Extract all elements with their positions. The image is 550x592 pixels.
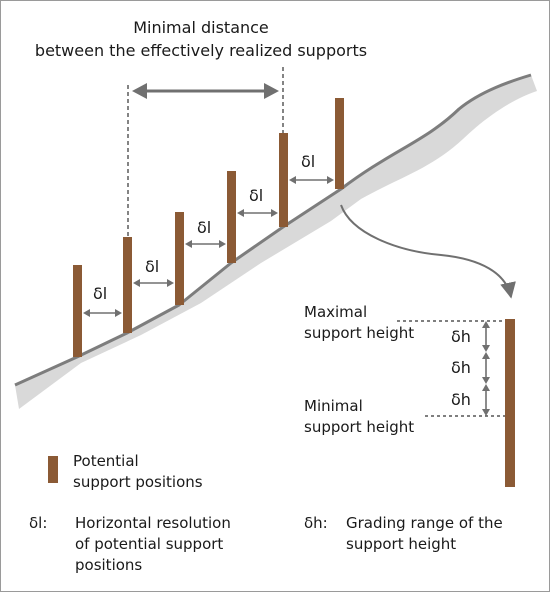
support-post: [175, 212, 184, 305]
legend-dh-symbol: δh:: [304, 514, 328, 532]
label-line: Maximal: [304, 303, 368, 321]
label-line: positions: [75, 556, 143, 574]
label-line: support height: [304, 418, 415, 436]
minimal-distance-title: Minimal distance between the effectively…: [1, 16, 401, 62]
support-post: [335, 98, 344, 189]
height-arrow: [482, 384, 490, 416]
title-line: Minimal distance: [133, 18, 269, 37]
height-step-label: δh: [451, 358, 471, 377]
legend-post-label: Potential support positions: [73, 451, 203, 493]
spacing-arrow: [237, 209, 278, 217]
support-post: [73, 265, 82, 357]
label-line: Potential: [73, 452, 139, 470]
spacing-arrows: [83, 176, 334, 317]
legend-dl-description: Horizontal resolution of potential suppo…: [75, 513, 231, 576]
height-step-label: δh: [451, 390, 471, 409]
height-arrow: [482, 352, 490, 384]
spacing-label: δl: [301, 152, 315, 171]
minimal-distance-arrow: [132, 83, 279, 99]
detail-post: [505, 319, 515, 487]
spacing-label: δl: [197, 218, 211, 237]
spacing-label: δl: [145, 257, 159, 276]
min-support-height-label: Minimal support height: [304, 396, 414, 438]
height-step-label: δh: [451, 327, 471, 346]
support-post: [279, 133, 288, 227]
label-line: support positions: [73, 473, 203, 491]
support-post: [123, 237, 132, 333]
label-line: Horizontal resolution: [75, 514, 231, 532]
height-arrow: [482, 321, 490, 352]
legend-post-swatch: [48, 456, 58, 483]
label-line: Grading range of the: [346, 514, 503, 532]
spacing-arrow: [289, 176, 334, 184]
legend-dh-description: Grading range of the support height: [346, 513, 503, 555]
spacing-arrow: [133, 279, 174, 287]
label-line: of potential support: [75, 535, 224, 553]
label-line: support height: [304, 324, 415, 342]
spacing-arrow: [185, 240, 226, 248]
spacing-label: δl: [93, 284, 107, 303]
title-line: between the effectively realized support…: [34, 41, 368, 60]
detail-pointer-arrow: [340, 204, 516, 299]
label-line: Minimal: [304, 397, 363, 415]
max-support-height-label: Maximal support height: [304, 302, 414, 344]
terrain-slope: [15, 75, 537, 409]
spacing-label: δl: [249, 186, 263, 205]
terrain-surface-line: [14, 73, 532, 387]
spacing-arrow: [83, 309, 122, 317]
legend-dl-symbol: δl:: [29, 514, 48, 532]
label-line: support height: [346, 535, 457, 553]
height-arrows: [482, 321, 490, 416]
support-post: [227, 171, 236, 263]
support-posts: [73, 98, 515, 487]
